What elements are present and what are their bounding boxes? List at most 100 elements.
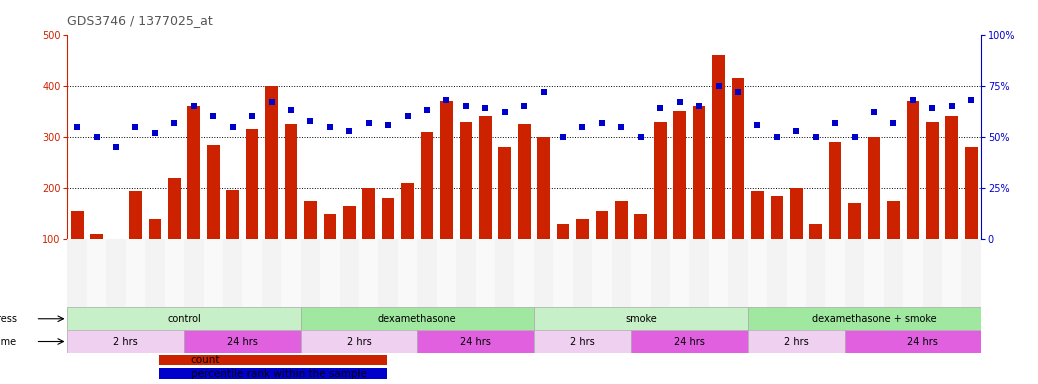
Point <box>166 119 183 126</box>
Bar <box>634 214 647 239</box>
Bar <box>747 330 845 353</box>
Point <box>302 118 319 124</box>
Bar <box>709 239 729 308</box>
Bar <box>848 204 861 239</box>
Bar <box>770 196 783 239</box>
Bar <box>825 239 845 308</box>
Bar <box>398 239 417 308</box>
Bar <box>670 239 689 308</box>
Point <box>340 127 357 134</box>
Text: 2 hrs: 2 hrs <box>113 336 138 346</box>
Bar <box>184 239 203 308</box>
Bar <box>573 239 593 308</box>
Bar <box>906 101 920 239</box>
Text: percentile rank within the sample: percentile rank within the sample <box>191 369 366 379</box>
Bar <box>440 101 453 239</box>
Bar <box>324 214 336 239</box>
Point <box>380 121 397 127</box>
Point <box>224 124 241 130</box>
Bar <box>343 206 356 239</box>
Bar <box>651 239 670 308</box>
Point <box>672 99 688 105</box>
Bar <box>246 129 258 239</box>
Bar <box>729 239 747 308</box>
Point <box>904 97 921 103</box>
Bar <box>456 239 475 308</box>
Bar <box>805 239 825 308</box>
Bar <box>631 330 747 353</box>
Bar <box>67 330 184 353</box>
Point <box>866 109 882 115</box>
Bar <box>148 219 161 239</box>
Bar <box>495 239 515 308</box>
Bar <box>674 111 686 239</box>
Bar <box>712 55 725 239</box>
Bar <box>301 330 417 353</box>
Text: dexamethasone: dexamethasone <box>378 314 457 324</box>
Bar <box>362 188 375 239</box>
Bar <box>226 190 239 239</box>
Point <box>322 124 338 130</box>
Bar <box>747 308 1001 330</box>
Bar <box>515 239 534 308</box>
Bar <box>576 219 589 239</box>
Text: 24 hrs: 24 hrs <box>674 336 705 346</box>
Bar <box>203 239 223 308</box>
Point <box>710 83 727 89</box>
Bar <box>145 239 165 308</box>
Text: control: control <box>167 314 201 324</box>
Bar <box>417 330 534 353</box>
Bar <box>304 201 317 239</box>
Text: count: count <box>191 355 220 365</box>
Point <box>418 107 435 113</box>
Bar <box>129 190 142 239</box>
Point <box>846 134 863 140</box>
Text: 2 hrs: 2 hrs <box>347 336 372 346</box>
Text: stress: stress <box>0 314 18 324</box>
Bar <box>67 239 87 308</box>
Bar <box>596 211 608 239</box>
Bar <box>437 239 456 308</box>
Point <box>613 124 630 130</box>
Point <box>458 103 474 109</box>
Point <box>496 109 513 115</box>
Bar <box>479 116 492 239</box>
Bar <box>382 198 394 239</box>
Text: 24 hrs: 24 hrs <box>907 336 938 346</box>
Bar <box>420 132 433 239</box>
Point <box>554 134 571 140</box>
Text: 2 hrs: 2 hrs <box>784 336 809 346</box>
Point <box>282 107 299 113</box>
Point <box>536 89 552 95</box>
Point <box>885 119 902 126</box>
Point <box>574 124 591 130</box>
Text: GDS3746 / 1377025_at: GDS3746 / 1377025_at <box>67 14 213 27</box>
Bar <box>810 224 822 239</box>
Text: 24 hrs: 24 hrs <box>227 336 257 346</box>
Bar <box>475 239 495 308</box>
Bar <box>865 239 883 308</box>
Point <box>360 119 377 126</box>
Text: smoke: smoke <box>625 314 657 324</box>
Bar <box>165 239 184 308</box>
Bar <box>965 147 978 239</box>
Bar <box>159 368 387 379</box>
Bar <box>159 355 387 365</box>
Point <box>730 89 746 95</box>
Bar <box>790 188 802 239</box>
Bar <box>732 78 744 239</box>
Bar <box>534 330 631 353</box>
Point <box>244 113 261 119</box>
Bar <box>845 330 1001 353</box>
Point <box>768 134 785 140</box>
Bar <box>184 330 301 353</box>
Bar <box>943 239 961 308</box>
Bar <box>752 190 764 239</box>
Point <box>186 103 202 109</box>
Bar <box>223 239 243 308</box>
Bar <box>301 308 534 330</box>
Point <box>516 103 532 109</box>
Point <box>264 99 280 105</box>
Bar <box>126 239 145 308</box>
Bar <box>266 86 278 239</box>
